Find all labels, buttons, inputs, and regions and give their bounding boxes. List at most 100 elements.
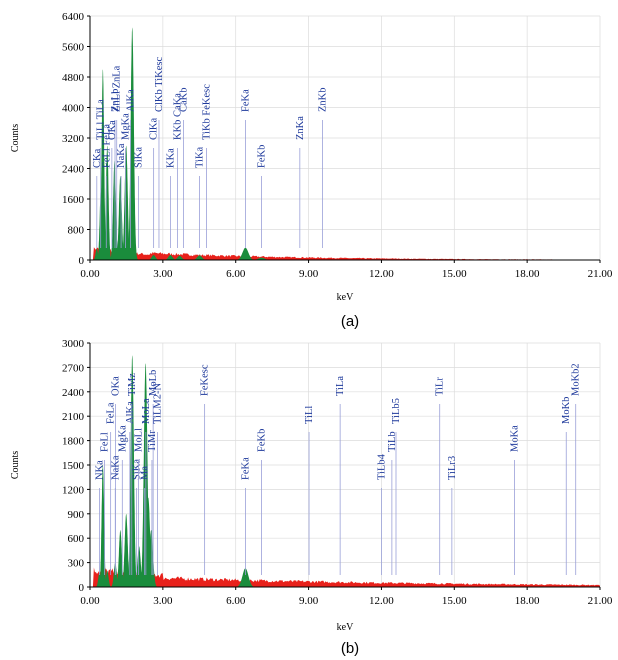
peak-label: MoKa bbox=[510, 425, 521, 452]
peak-label: AlKa bbox=[125, 401, 136, 424]
y-tick-label: 900 bbox=[68, 509, 85, 521]
peak-label: SiKa bbox=[132, 459, 143, 480]
peak-label: Ma bbox=[140, 466, 151, 480]
peak-area bbox=[146, 255, 162, 260]
y-tick-label: 1500 bbox=[62, 460, 85, 472]
y-tick-label: 5600 bbox=[62, 42, 85, 54]
x-tick-label: 6.00 bbox=[226, 595, 246, 607]
peak-label: KKa bbox=[165, 148, 176, 168]
peak-label: TiLr3 bbox=[447, 456, 458, 480]
x-tick-label: 3.00 bbox=[153, 595, 173, 607]
x-tick-label: 0.00 bbox=[80, 595, 100, 607]
y-tick-label: 800 bbox=[68, 225, 85, 237]
peak-label: TiLb5 bbox=[391, 398, 402, 424]
x-tick-label: 3.00 bbox=[153, 268, 173, 280]
peak-label: MgKa bbox=[117, 425, 128, 452]
peak-area bbox=[120, 145, 133, 260]
y-tick-label: 6400 bbox=[62, 11, 85, 23]
peak-area bbox=[125, 355, 139, 587]
x-tick-label: 21.00 bbox=[588, 268, 613, 280]
peak-area bbox=[114, 530, 127, 587]
x-tick-label: 15.00 bbox=[442, 268, 467, 280]
peak-area bbox=[120, 513, 133, 587]
y-tick-label: 300 bbox=[68, 558, 85, 570]
y-tick-label: 3000 bbox=[62, 338, 85, 350]
peak-label: MoLa bbox=[141, 398, 152, 424]
x-tick-label: 18.00 bbox=[515, 268, 540, 280]
y-tick-label: 2100 bbox=[62, 411, 85, 423]
peak-area bbox=[189, 255, 210, 260]
peak-label: FeKb bbox=[256, 429, 267, 452]
peak-label: FeKesc bbox=[200, 364, 211, 396]
x-axis-label: keV bbox=[337, 622, 354, 633]
peak-area bbox=[102, 145, 113, 260]
peak-label: MoLb bbox=[148, 370, 159, 396]
peak-label: MgKa bbox=[120, 113, 131, 140]
x-tick-label: 12.00 bbox=[369, 595, 394, 607]
x-tick-label: 0.00 bbox=[80, 268, 100, 280]
y-tick-label: 0 bbox=[79, 255, 85, 267]
x-tick-label: 21.00 bbox=[588, 595, 613, 607]
x-tick-label: 9.00 bbox=[299, 268, 319, 280]
peak-label: OKa bbox=[107, 120, 118, 140]
peak-label: TiLl bbox=[304, 406, 315, 424]
background-continuum bbox=[90, 567, 600, 587]
y-axis-label: Counts bbox=[10, 124, 21, 152]
x-tick-label: 9.00 bbox=[299, 595, 319, 607]
peak-label: ClKa bbox=[149, 117, 160, 140]
peak-label: NaKa bbox=[116, 143, 127, 168]
peak-area bbox=[114, 176, 127, 260]
peak-label: CaKb bbox=[179, 88, 190, 113]
peak-area bbox=[102, 570, 113, 587]
peak-label: ZnLl ZnLa bbox=[112, 65, 123, 112]
peak-label: NKa bbox=[94, 460, 105, 480]
peak-label: MoLl bbox=[134, 428, 145, 452]
y-tick-label: 4800 bbox=[62, 72, 85, 84]
y-tick-label: 3200 bbox=[62, 133, 85, 145]
peak-label: FeKa bbox=[240, 457, 251, 480]
peak-area bbox=[97, 69, 108, 261]
x-axis-label: keV bbox=[337, 292, 354, 303]
background-continuum bbox=[90, 247, 600, 260]
peak-label: FeLl bbox=[100, 432, 111, 452]
peak-label: AlKa bbox=[126, 89, 137, 112]
peak-area bbox=[132, 546, 146, 587]
peak-label: ZnLb bbox=[110, 89, 121, 112]
peak-area bbox=[141, 497, 156, 587]
y-tick-label: 600 bbox=[68, 533, 85, 545]
y-tick-label: 1600 bbox=[62, 194, 85, 206]
y-tick-label: 0 bbox=[79, 582, 85, 594]
peak-label: TiLb4 bbox=[376, 453, 387, 480]
peak-label: TiLl TiLa bbox=[96, 99, 107, 140]
peak-label: TiLb bbox=[387, 431, 398, 452]
peak-area bbox=[143, 530, 159, 587]
peak-label: FeLl FeLa bbox=[101, 124, 112, 168]
peak-label: TiMr bbox=[147, 430, 158, 452]
peak-area bbox=[97, 465, 108, 587]
y-tick-label: 2400 bbox=[62, 164, 85, 176]
y-tick-label: 4000 bbox=[62, 103, 85, 115]
peak-area bbox=[162, 255, 179, 260]
peak-label: ZnKa bbox=[295, 116, 306, 140]
peak-label: ClKb TiKesc bbox=[154, 57, 165, 112]
y-axis-label: Counts bbox=[10, 451, 21, 479]
peak-label: TiKb FeKesc bbox=[202, 84, 213, 140]
x-tick-label: 12.00 bbox=[369, 268, 394, 280]
peak-label: MoKb2 bbox=[571, 363, 582, 396]
peak-label: FeKa bbox=[240, 89, 251, 112]
peak-label: TiKa bbox=[195, 146, 206, 168]
peak-label: TiMz bbox=[127, 373, 138, 396]
peak-label: MoKb bbox=[561, 397, 572, 424]
peak-label: FeLa bbox=[106, 402, 117, 424]
peak-label: TiLr bbox=[435, 377, 446, 396]
peak-area bbox=[233, 247, 258, 260]
peak-area bbox=[248, 257, 275, 260]
peak-label: TiLa bbox=[335, 376, 346, 396]
panel-subtitle: (b) bbox=[341, 640, 359, 657]
x-tick-label: 18.00 bbox=[515, 595, 540, 607]
peak-label: SiKa bbox=[134, 147, 145, 168]
peak-area bbox=[92, 248, 102, 260]
y-tick-label: 2700 bbox=[62, 362, 85, 374]
peak-area bbox=[233, 568, 258, 587]
